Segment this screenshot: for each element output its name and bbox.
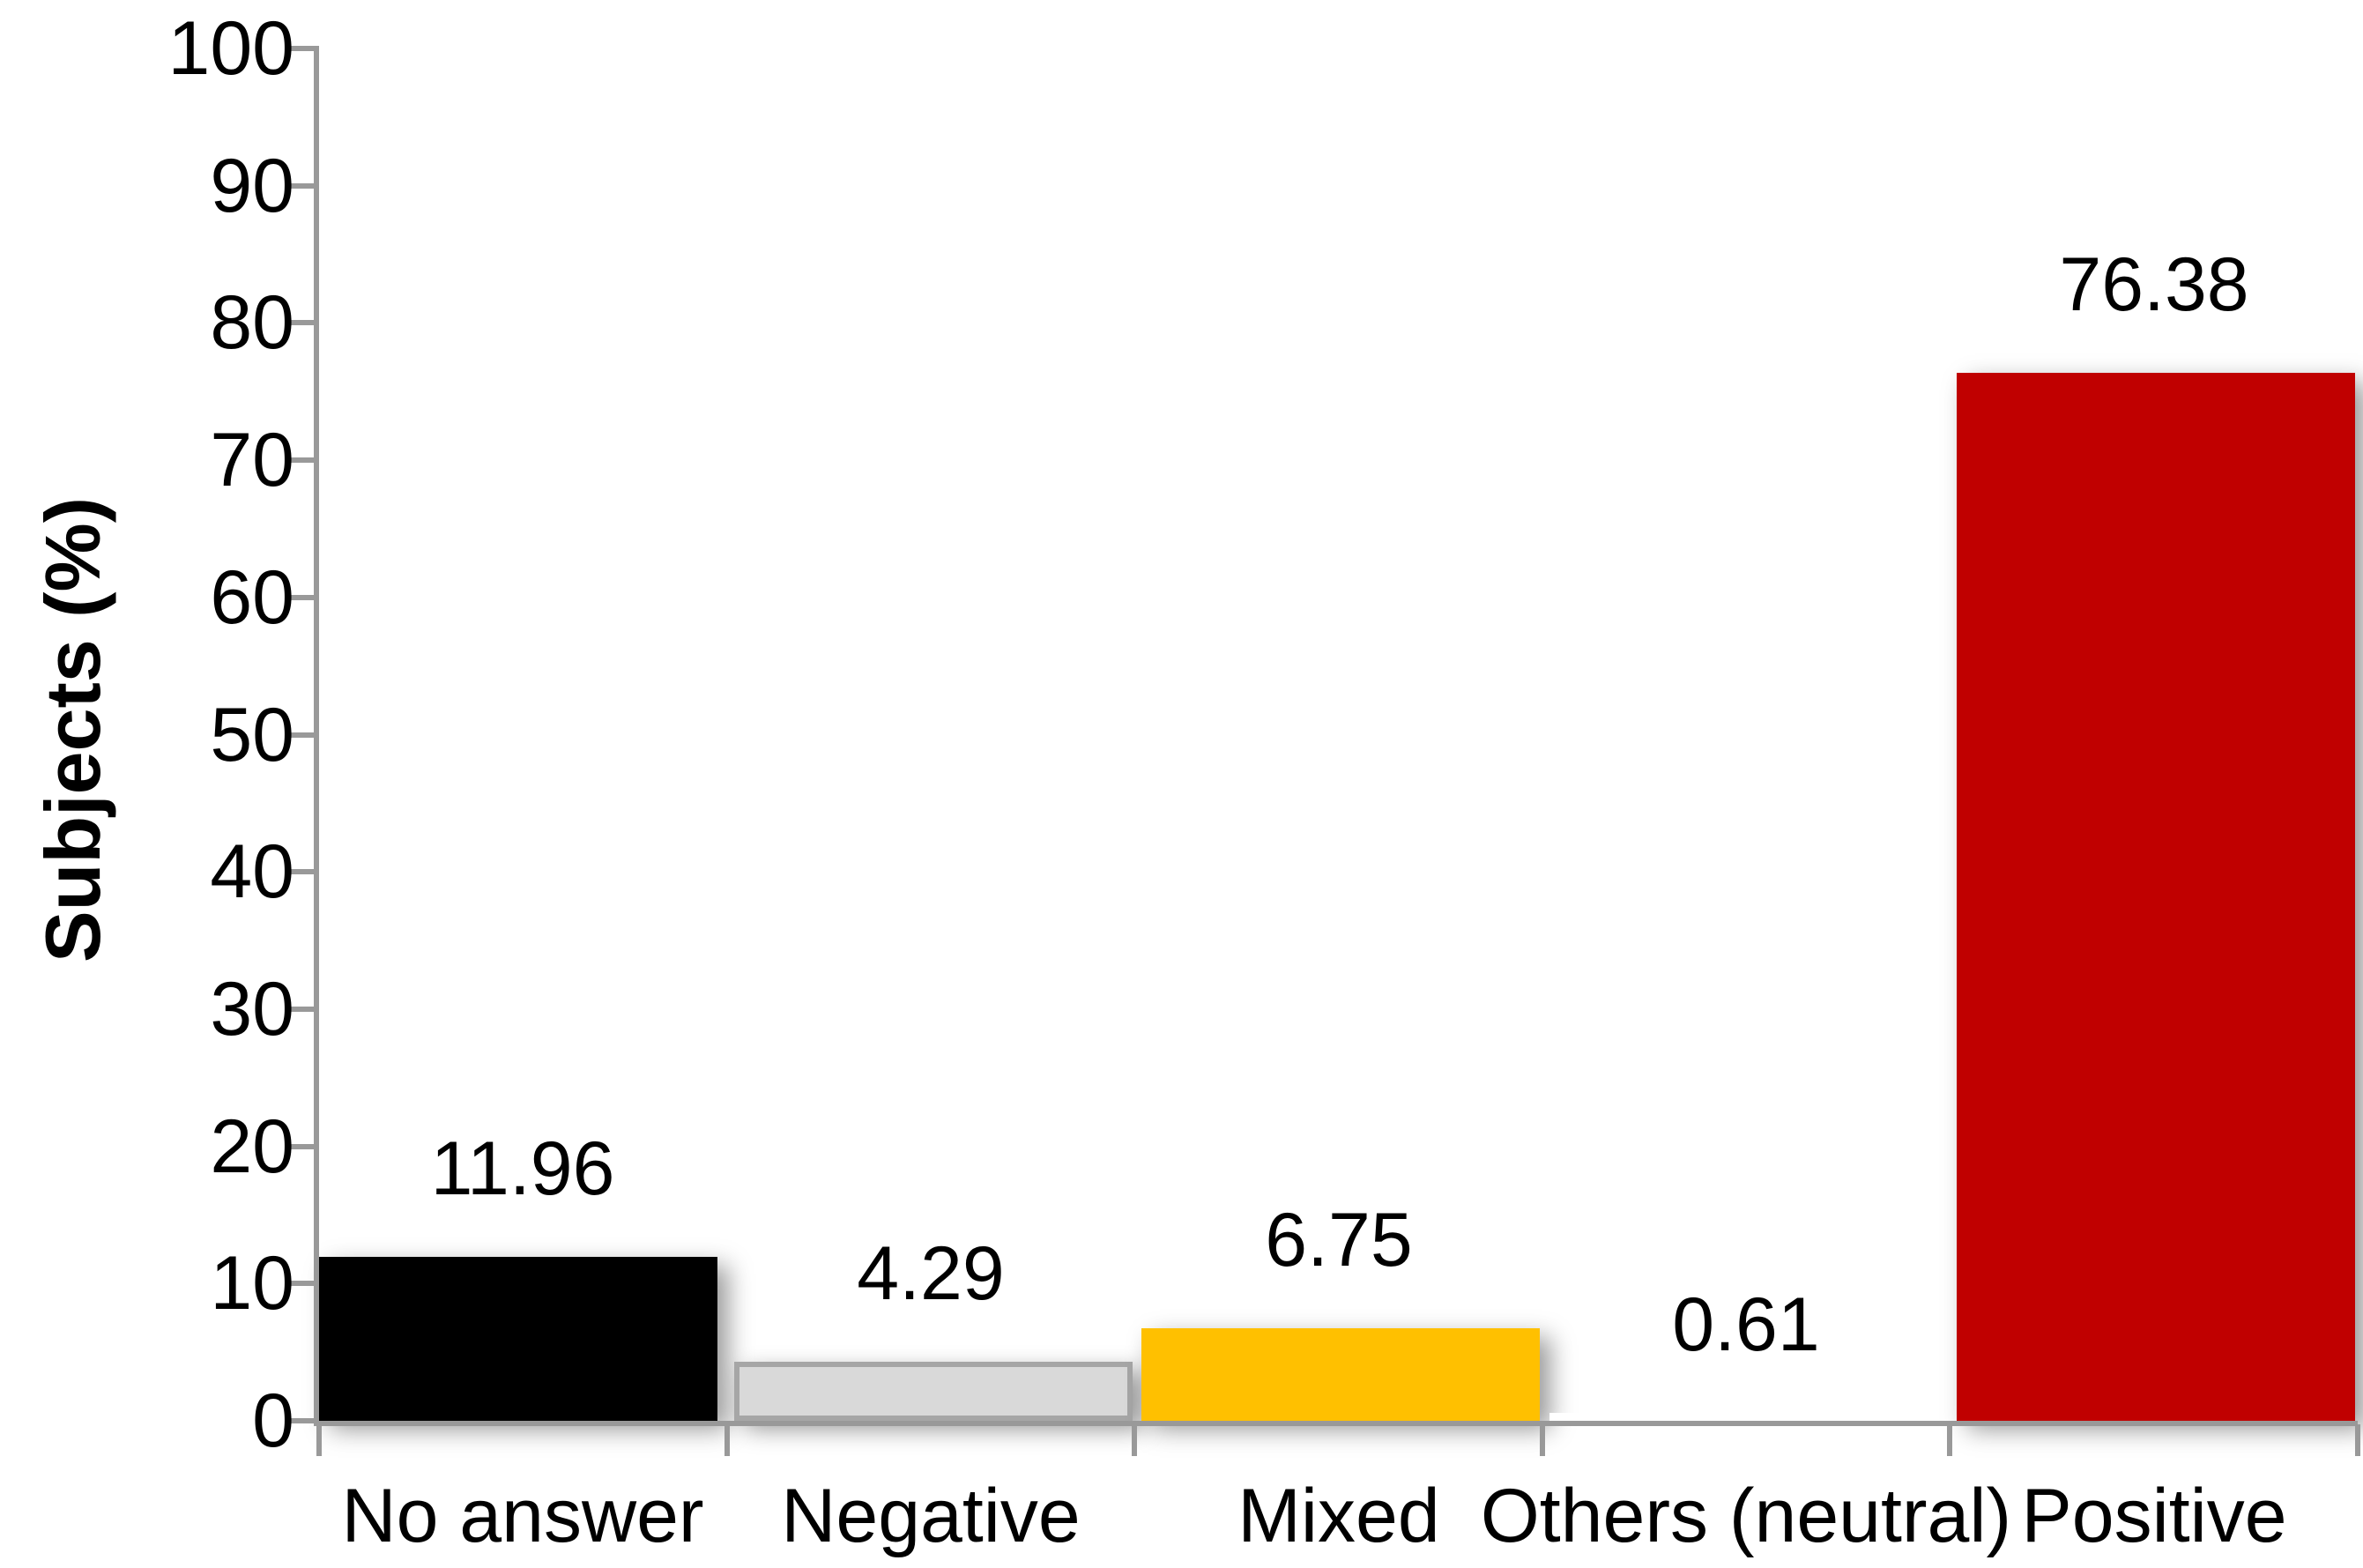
y-tick-label: 10: [210, 1241, 294, 1326]
category-label: Others (neutral): [1480, 1474, 2012, 1558]
y-tick: [291, 1281, 317, 1286]
y-tick-label: 80: [210, 280, 294, 365]
category-label: Negative: [781, 1474, 1081, 1558]
y-tick: [291, 1418, 317, 1423]
value-label: 0.61: [1672, 1282, 1820, 1367]
y-tick-label: 50: [210, 693, 294, 777]
category-label: Mixed: [1237, 1474, 1440, 1558]
value-label: 4.29: [857, 1231, 1005, 1316]
bar-negative: [734, 1362, 1133, 1421]
y-tick: [291, 732, 317, 738]
bar-no-answer: [319, 1257, 717, 1421]
y-tick-label: 20: [210, 1104, 294, 1189]
y-tick: [291, 457, 317, 463]
value-label: 6.75: [1265, 1198, 1413, 1282]
y-tick: [291, 46, 317, 51]
value-label: 11.96: [430, 1126, 615, 1211]
y-tick-label: 60: [210, 555, 294, 640]
y-tick-label: 90: [210, 144, 294, 228]
y-tick-label: 30: [210, 967, 294, 1052]
x-axis-line: [314, 1421, 2358, 1426]
x-tick: [725, 1424, 730, 1456]
x-tick: [1540, 1424, 1545, 1456]
y-tick: [291, 183, 317, 189]
y-tick-label: 40: [210, 829, 294, 914]
bar-others-neutral-: [1549, 1413, 1948, 1421]
y-tick: [291, 1144, 317, 1149]
y-tick: [291, 595, 317, 600]
y-tick: [291, 1007, 317, 1012]
value-label: 76.38: [2059, 242, 2249, 327]
y-tick: [291, 869, 317, 874]
bar-mixed: [1141, 1328, 1540, 1421]
x-tick: [2355, 1424, 2360, 1456]
x-tick: [316, 1424, 322, 1456]
y-tick: [291, 320, 317, 325]
bar-positive: [1957, 373, 2355, 1421]
x-tick: [1947, 1424, 1952, 1456]
y-tick-label: 70: [210, 418, 294, 502]
y-tick-label: 100: [167, 6, 295, 91]
x-tick: [1132, 1424, 1137, 1456]
y-tick-label: 0: [252, 1379, 294, 1463]
category-label: Positive: [2021, 1474, 2287, 1558]
category-label: No answer: [341, 1474, 704, 1558]
